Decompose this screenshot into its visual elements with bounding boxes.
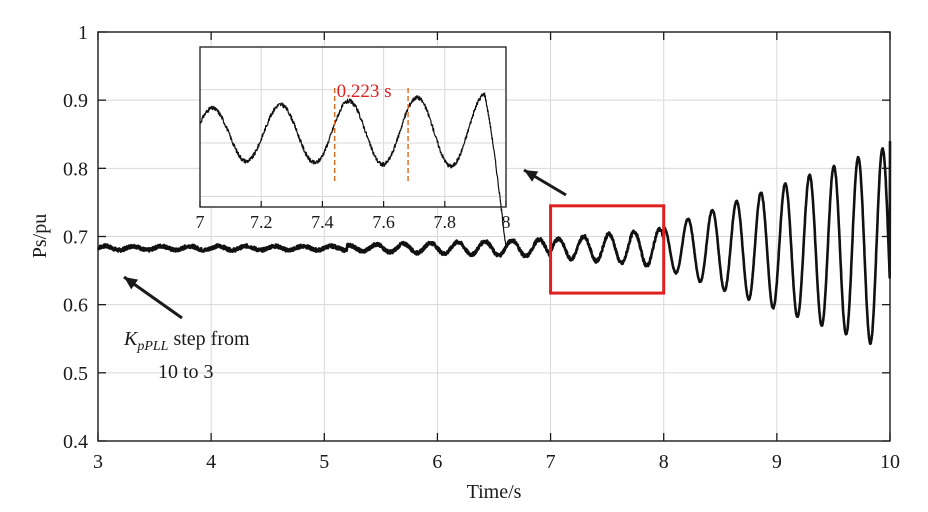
annotation-suffix: step from xyxy=(168,328,250,350)
inset-x-tick-label-1: 7.2 xyxy=(250,212,273,232)
x-tick-label-5: 8 xyxy=(659,451,669,473)
main-series-line xyxy=(97,141,892,346)
y-axis-label: Ps/pu xyxy=(29,214,51,258)
y-tick-label-0: 0.4 xyxy=(63,431,88,453)
x-tick-label-4: 7 xyxy=(546,451,556,473)
annotation-line-1: KpPLL step from xyxy=(123,328,250,354)
x-axis-label: Time/s xyxy=(467,481,522,503)
inset-series-line xyxy=(199,92,507,246)
inset-tick-marks xyxy=(199,201,507,207)
inset-x-tick-label-5: 8 xyxy=(502,212,511,232)
x-tick-label-0: 3 xyxy=(93,451,103,473)
inset-chart: 0.223 s 7 7.2 7.4 7.6 7.8 8 xyxy=(196,46,511,246)
main-tick-labels: 3 4 5 6 7 8 9 10 0.4 0.5 0.6 0.7 0.8 0.9 1 xyxy=(63,22,900,473)
x-tick-label-6: 9 xyxy=(772,451,782,473)
y-tick-label-2: 0.6 xyxy=(63,295,88,317)
x-tick-label-3: 6 xyxy=(432,451,442,473)
inset-x-tick-label-0: 7 xyxy=(196,212,205,232)
inset-x-tick-label-3: 7.6 xyxy=(372,212,395,232)
y-tick-label-5: 0.9 xyxy=(63,90,88,112)
y-tick-label-4: 0.8 xyxy=(63,158,88,180)
main-tick-marks xyxy=(97,31,891,442)
y-tick-label-6: 1 xyxy=(78,22,88,44)
inset-background xyxy=(200,47,506,207)
period-label: 0.223 s xyxy=(337,81,392,102)
y-tick-label-1: 0.5 xyxy=(63,363,88,385)
x-tick-label-7: 10 xyxy=(880,451,900,473)
annotation-arrow-head xyxy=(124,277,139,290)
annotation-k: K xyxy=(123,328,139,350)
inset-frame xyxy=(199,46,507,208)
annotation-subscript: pPLL xyxy=(136,339,168,354)
inset-tick-labels: 7 7.2 7.4 7.6 7.8 8 xyxy=(196,212,511,232)
inset-arrow-head xyxy=(524,170,539,182)
highlight-box xyxy=(549,204,666,295)
x-tick-label-1: 4 xyxy=(206,451,216,473)
y-tick-label-3: 0.7 xyxy=(63,227,88,249)
inset-x-tick-label-4: 7.8 xyxy=(434,212,457,232)
annotation-line-2: 10 to 3 xyxy=(158,361,214,383)
x-tick-label-2: 5 xyxy=(319,451,329,473)
inset-x-tick-label-2: 7.4 xyxy=(311,212,334,232)
inset-grid xyxy=(199,47,507,207)
